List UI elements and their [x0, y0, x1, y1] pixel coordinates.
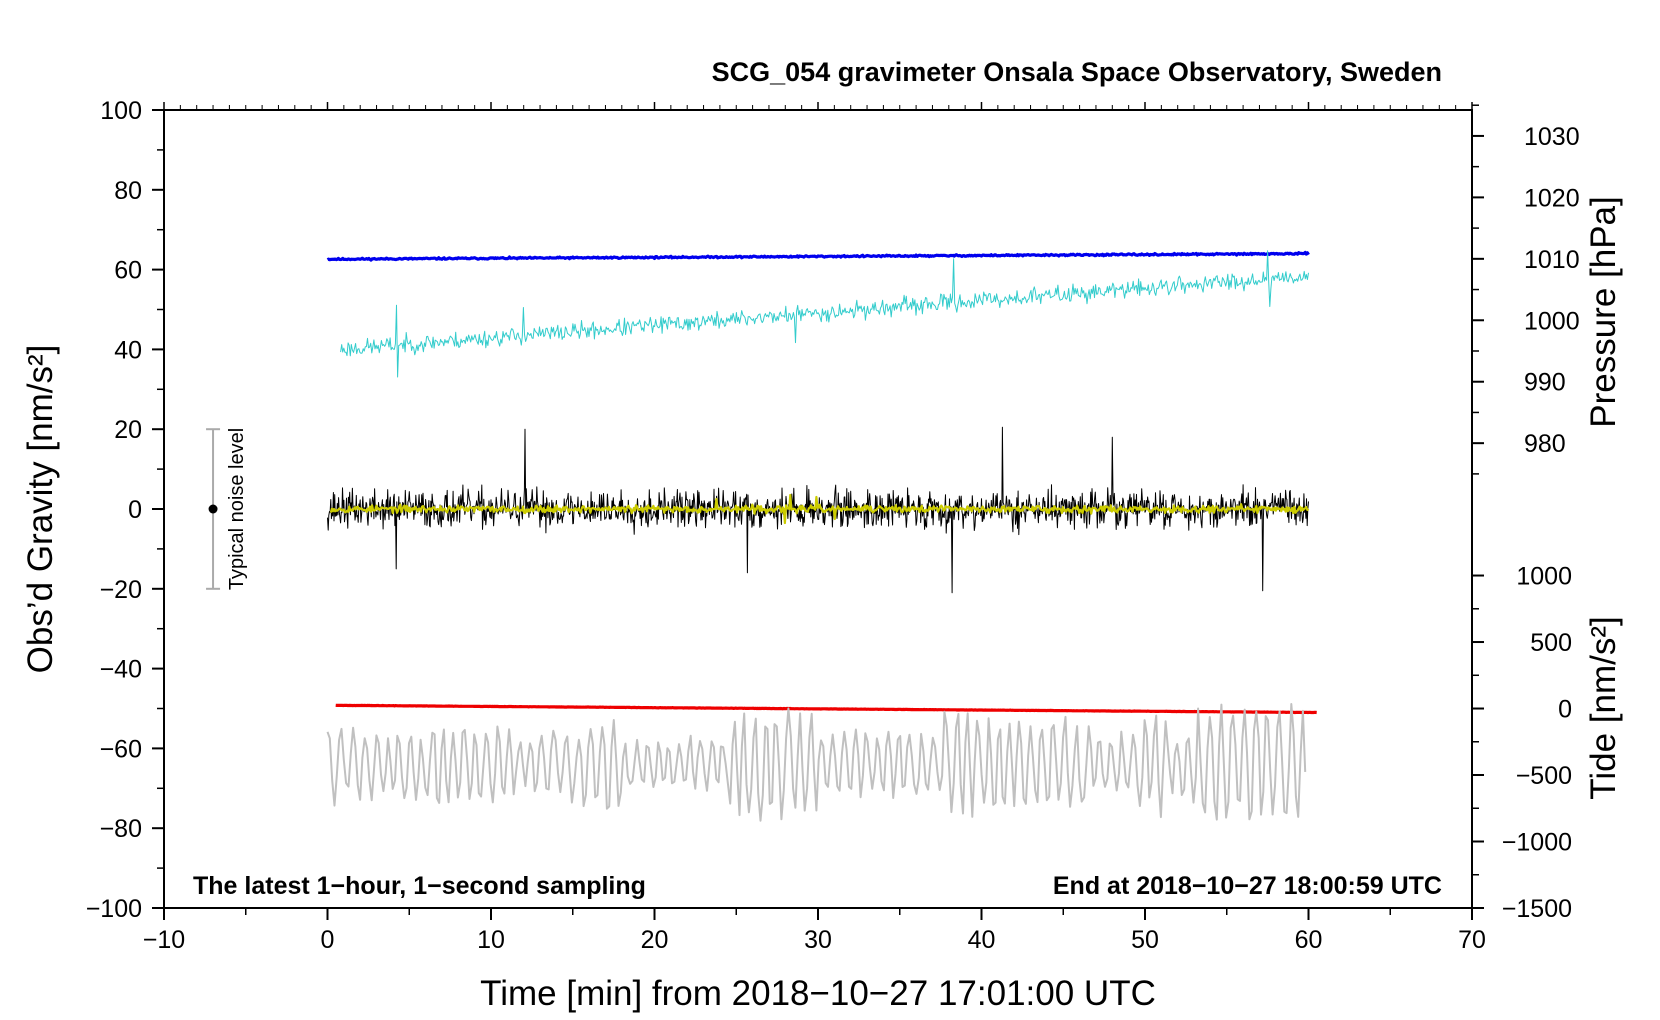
tide-axis-title: Tide [nm/s²]	[1584, 616, 1623, 799]
series-line-5	[326, 703, 1307, 822]
pressure-tick-label: 1030	[1524, 123, 1580, 151]
tide-tick-label: 1000	[1516, 563, 1572, 591]
tide-tick-label: −1500	[1502, 895, 1572, 923]
y-tick-label: −60	[100, 735, 142, 763]
y-tick-label: 20	[114, 416, 142, 444]
tide-tick-label: 0	[1558, 696, 1572, 724]
y-tick-label: −20	[100, 576, 142, 604]
pressure-tick-label: 1000	[1524, 307, 1580, 335]
series-line-0	[326, 250, 1310, 262]
y-tick-label: 80	[114, 177, 142, 205]
series-line-4	[335, 703, 1318, 715]
series-line-3	[329, 493, 1310, 525]
y-tick-label: 100	[100, 97, 142, 125]
x-axis: −10 0 10 20 30 40 50 60 70	[143, 102, 1486, 954]
y-tick-label: −100	[86, 895, 142, 923]
x-tick-label: 0	[321, 926, 335, 954]
y-tick-label: 40	[114, 336, 142, 364]
tide-tick-label: 500	[1530, 629, 1572, 657]
chart-title: SCG_054 gravimeter Onsala Space Observat…	[712, 57, 1442, 87]
y-tick-label: −80	[100, 815, 142, 843]
tide-tick-label: −1000	[1502, 829, 1572, 857]
x-tick-label: 20	[641, 926, 669, 954]
pressure-axis: 980 990 1000 1010 1020 1030	[1472, 104, 1580, 475]
x-tick-label: 50	[1131, 926, 1159, 954]
pressure-tick-label: 980	[1524, 430, 1566, 458]
series-line-2	[327, 426, 1309, 594]
noise-bar-center-dot	[208, 504, 218, 514]
sampling-note: The latest 1−hour, 1−second sampling	[193, 872, 646, 900]
x-tick-label: 40	[968, 926, 996, 954]
pressure-tick-label: 990	[1524, 369, 1566, 397]
y-tick-label: −40	[100, 656, 142, 684]
x-tick-label: 30	[804, 926, 832, 954]
noise-level-indicator	[206, 428, 221, 590]
end-time-note: End at 2018−10−27 18:00:59 UTC	[1053, 872, 1442, 900]
x-tick-label: 10	[477, 926, 505, 954]
y-axis-left-title: Obs’d Gravity [nm/s²]	[21, 345, 60, 674]
y-axis-left: −100 −80 −60 −40 −20 0 20 40 60 80 100	[86, 97, 164, 923]
x-tick-label: 60	[1295, 926, 1323, 954]
tide-axis: −1500 −1000 −500 0 500 1000	[1472, 563, 1572, 923]
y-tick-label: 60	[114, 257, 142, 285]
x-tick-label: −10	[143, 926, 185, 954]
series-layer	[326, 250, 1318, 822]
tide-tick-label: −500	[1516, 762, 1572, 790]
x-tick-label: 70	[1458, 926, 1486, 954]
y-tick-label: 0	[128, 496, 142, 524]
x-axis-title: Time [min] from 2018−10−27 17:01:00 UTC	[480, 974, 1156, 1013]
pressure-axis-title: Pressure [hPa]	[1584, 196, 1623, 428]
pressure-tick-label: 1010	[1524, 246, 1580, 274]
noise-level-label: Typical noise level	[226, 428, 248, 590]
pressure-tick-label: 1020	[1524, 184, 1580, 212]
series-line-1	[340, 250, 1309, 378]
